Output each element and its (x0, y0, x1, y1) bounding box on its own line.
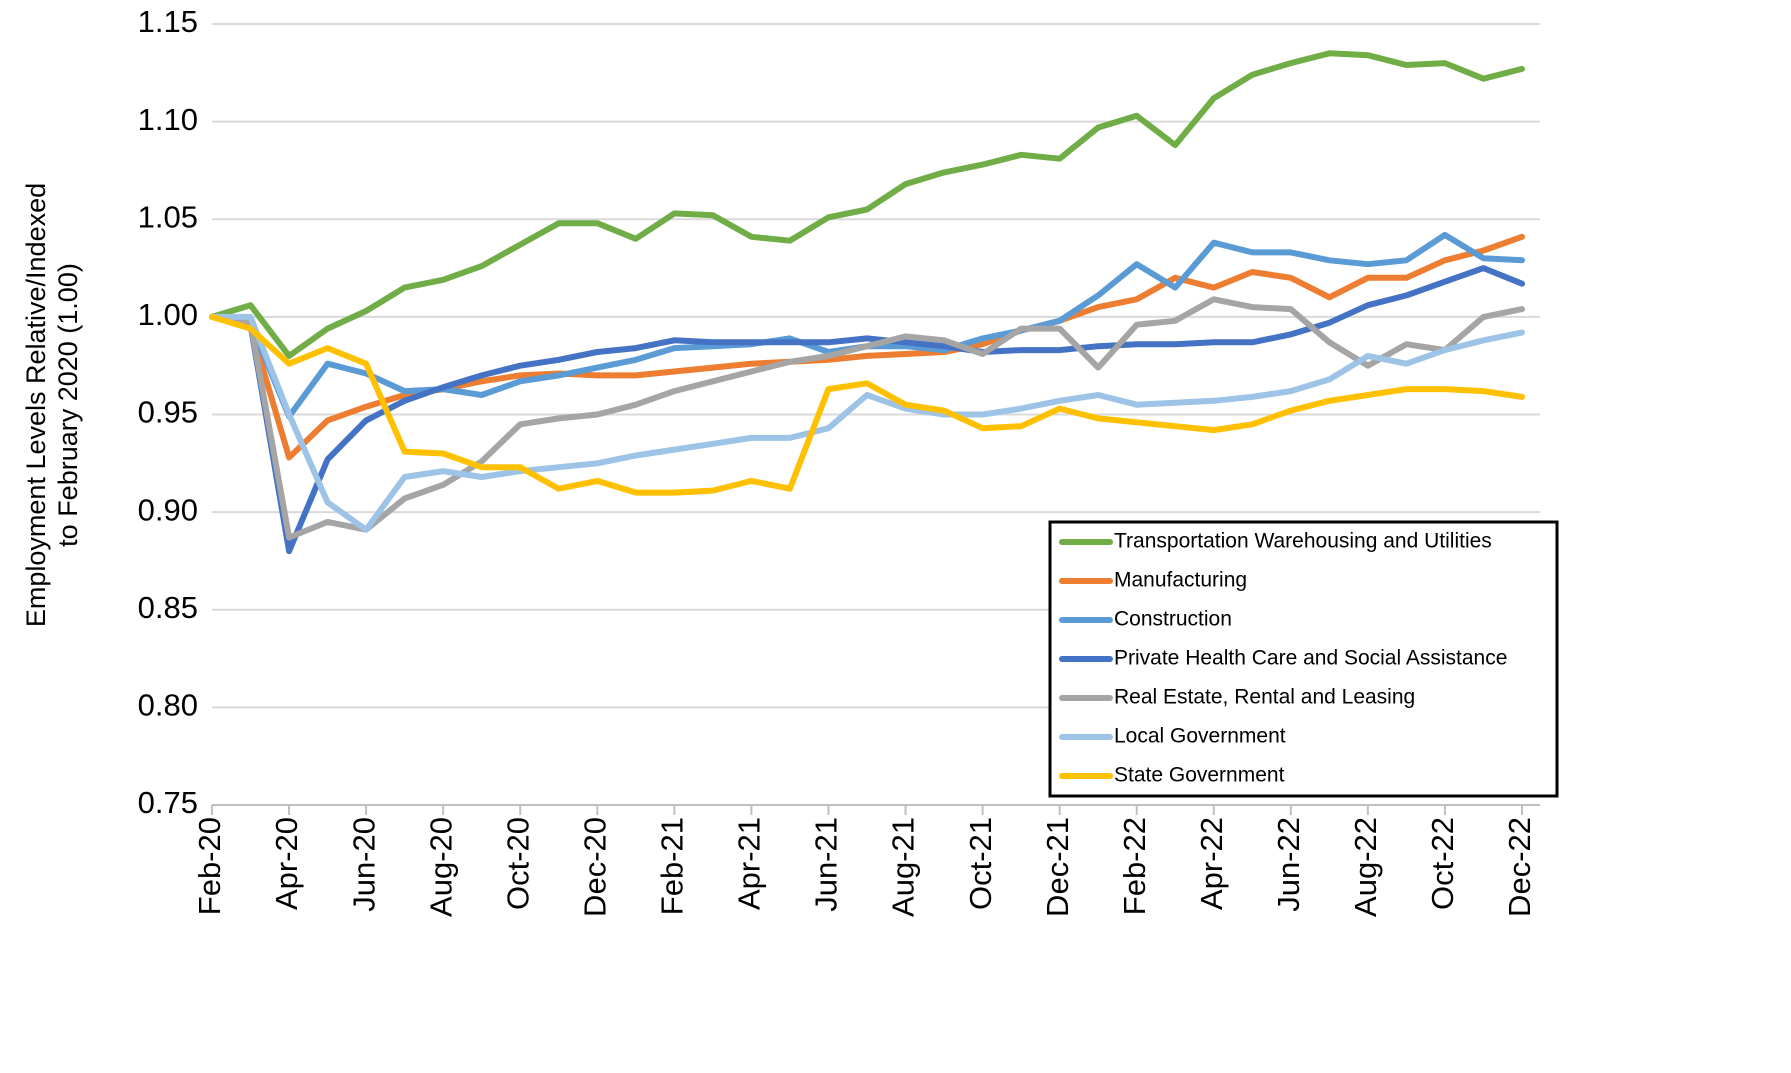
x-tick-label: Apr-20 (269, 817, 304, 910)
series-line (209, 313, 1525, 496)
x-tick-label: Feb-20 (192, 817, 227, 915)
legend-label: Real Estate, Rental and Leasing (1114, 686, 1415, 709)
x-tick-label: Apr-21 (732, 817, 767, 910)
x-tick-label: Dec-22 (1502, 817, 1537, 917)
x-tick-label: Jun-21 (809, 817, 844, 912)
x-tick-label: Oct-22 (1425, 817, 1460, 910)
legend-label: State Government (1114, 764, 1285, 787)
legend-label: Manufacturing (1114, 569, 1247, 592)
x-tick-label: Dec-20 (577, 817, 612, 917)
x-tick-label: Oct-21 (963, 817, 998, 910)
legend-label: Local Government (1114, 725, 1286, 748)
y-axis-label: Employment Levels Relative/Indexed (21, 183, 51, 627)
x-tick-label: Feb-22 (1117, 817, 1152, 915)
legend-label: Transportation Warehousing and Utilities (1114, 530, 1492, 553)
x-tick-label: Oct-20 (500, 817, 535, 910)
series-line (209, 313, 1525, 533)
y-tick-label: 0.80 (138, 688, 198, 723)
series-line (209, 50, 1525, 359)
y-tick-label: 1.05 (138, 199, 198, 234)
y-tick-label: 0.75 (138, 785, 198, 820)
series-line (209, 265, 1525, 555)
y-tick-label: 1.00 (138, 297, 198, 332)
y-axis-label: to February 2020 (1.00) (53, 263, 83, 547)
y-tick-label: 0.90 (138, 492, 198, 527)
y-tick-label: 0.95 (138, 395, 198, 430)
legend-box (1048, 520, 1559, 798)
x-tick-label: Feb-21 (655, 817, 690, 915)
y-tick-label: 0.85 (138, 590, 198, 625)
x-tick-label: Jun-20 (346, 817, 381, 912)
legend-label: Private Health Care and Social Assistanc… (1114, 647, 1507, 670)
y-tick-label: 1.15 (138, 4, 198, 39)
x-tick-label: Aug-22 (1348, 817, 1383, 917)
x-tick-label: Dec-21 (1040, 817, 1075, 917)
series-line (209, 296, 1525, 541)
x-tick-label: Apr-22 (1194, 817, 1229, 910)
x-tick-label: Jun-22 (1271, 817, 1306, 912)
x-tick-label: Aug-20 (423, 817, 458, 917)
y-tick-label: 1.10 (138, 102, 198, 137)
x-tick-label: Aug-21 (886, 817, 921, 917)
legend-label: Construction (1114, 608, 1232, 631)
